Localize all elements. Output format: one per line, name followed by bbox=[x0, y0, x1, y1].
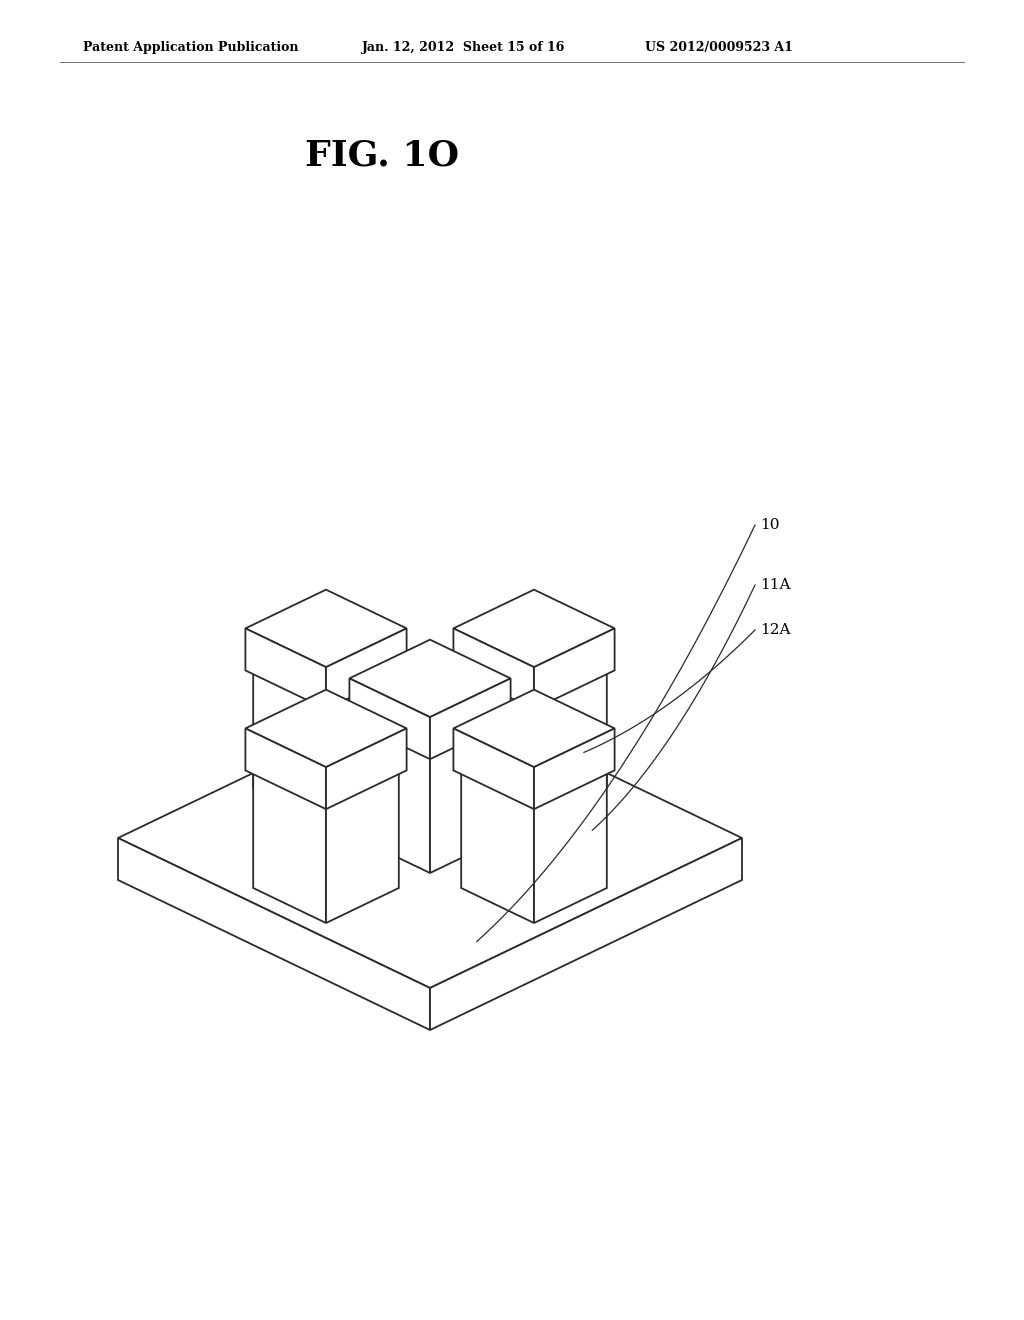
Polygon shape bbox=[534, 628, 614, 709]
Polygon shape bbox=[253, 771, 326, 923]
Polygon shape bbox=[534, 729, 614, 809]
Polygon shape bbox=[430, 838, 742, 1030]
Text: US 2012/0009523 A1: US 2012/0009523 A1 bbox=[645, 41, 793, 54]
Polygon shape bbox=[454, 729, 534, 809]
Polygon shape bbox=[326, 729, 407, 809]
Polygon shape bbox=[430, 721, 503, 873]
Polygon shape bbox=[461, 635, 607, 705]
Text: Jan. 12, 2012  Sheet 15 of 16: Jan. 12, 2012 Sheet 15 of 16 bbox=[362, 41, 565, 54]
Polygon shape bbox=[246, 689, 407, 767]
Polygon shape bbox=[461, 671, 534, 822]
Polygon shape bbox=[253, 635, 398, 705]
Polygon shape bbox=[326, 628, 407, 709]
Polygon shape bbox=[461, 735, 607, 805]
Polygon shape bbox=[326, 671, 398, 822]
Polygon shape bbox=[253, 735, 398, 805]
Polygon shape bbox=[357, 685, 503, 755]
Polygon shape bbox=[461, 771, 534, 923]
Polygon shape bbox=[349, 678, 430, 759]
Polygon shape bbox=[430, 678, 511, 759]
Text: 11A: 11A bbox=[760, 578, 791, 591]
Polygon shape bbox=[534, 771, 607, 923]
Polygon shape bbox=[454, 628, 534, 709]
Polygon shape bbox=[118, 688, 742, 987]
Text: 10: 10 bbox=[760, 517, 779, 532]
Polygon shape bbox=[246, 729, 326, 809]
Polygon shape bbox=[118, 838, 430, 1030]
Polygon shape bbox=[454, 590, 614, 667]
Polygon shape bbox=[357, 721, 430, 873]
Polygon shape bbox=[349, 640, 511, 717]
Text: 12A: 12A bbox=[760, 623, 791, 638]
Polygon shape bbox=[326, 771, 398, 923]
Polygon shape bbox=[534, 671, 607, 822]
Polygon shape bbox=[246, 590, 407, 667]
Polygon shape bbox=[454, 689, 614, 767]
Polygon shape bbox=[253, 671, 326, 822]
Text: FIG. 1O: FIG. 1O bbox=[305, 139, 459, 172]
Polygon shape bbox=[246, 628, 326, 709]
Text: Patent Application Publication: Patent Application Publication bbox=[83, 41, 299, 54]
